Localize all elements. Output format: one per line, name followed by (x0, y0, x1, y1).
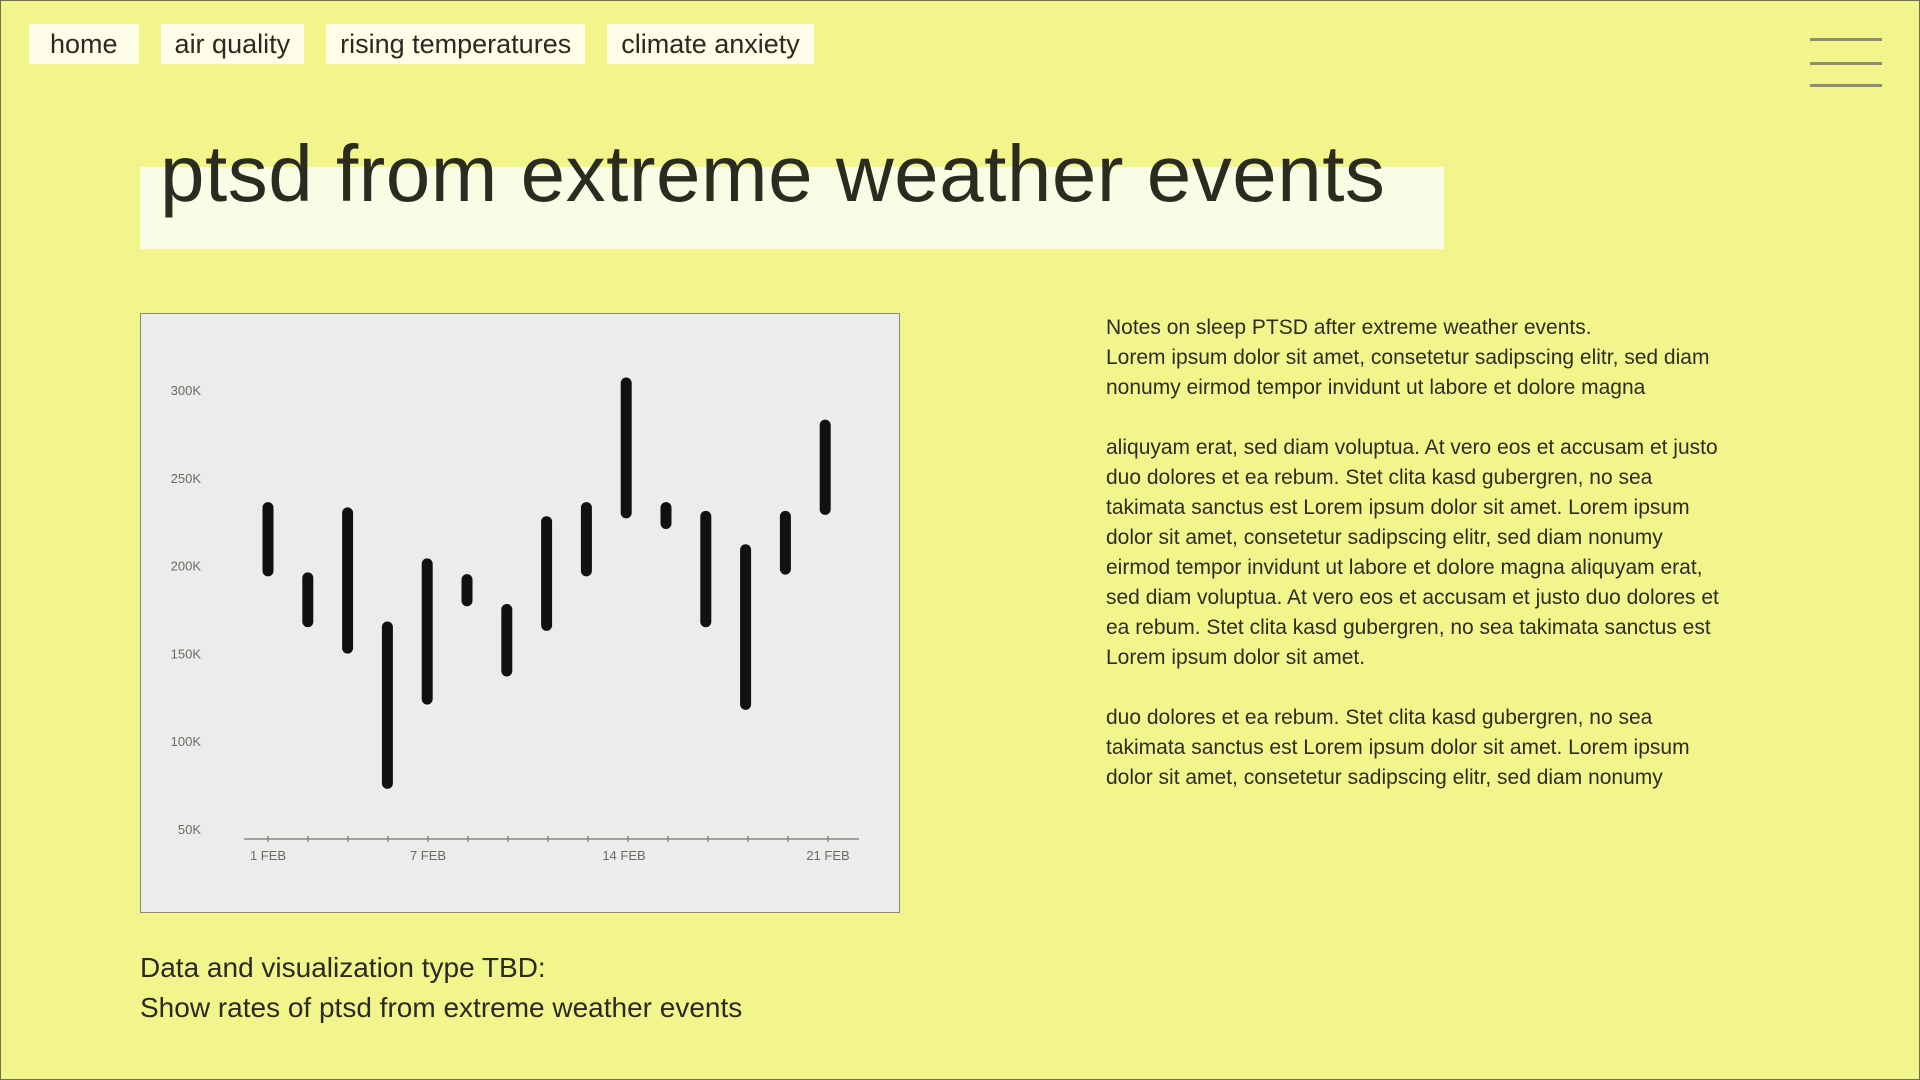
notes-line: takimata sanctus est Lorem ipsum dolor s… (1106, 736, 1690, 759)
notes-line: Lorem ipsum dolor sit amet, consetetur s… (1106, 346, 1710, 369)
nav-rising-temperatures[interactable]: rising temperatures (326, 24, 586, 64)
notes-line: dolor sit amet, consetetur sadipscing el… (1106, 526, 1663, 549)
page-title: ptsd from extreme weather events (160, 129, 1386, 218)
x-tick-label: 14 FEB (602, 848, 645, 863)
chart-caption: Data and visualization type TBD: Show ra… (140, 948, 742, 1028)
caption-line-1: Data and visualization type TBD: (140, 952, 546, 983)
notes-line: nonumy eirmod tempor invidunt ut labore … (1106, 376, 1646, 399)
notes-line: sed diam voluptua. At vero eos et accusa… (1106, 586, 1719, 609)
nav-home[interactable]: home (29, 24, 139, 64)
notes-line: aliquyam erat, sed diam voluptua. At ver… (1106, 436, 1718, 459)
y-tick-label: 100K (171, 734, 202, 749)
chart-panel: 300K 250K 200K 150K 100K 50K 1 FEB 7 FEB 14 FEB 2… (140, 313, 900, 913)
menu-line (1810, 62, 1882, 65)
y-tick-label: 200K (171, 559, 202, 574)
y-tick-label: 300K (171, 383, 202, 398)
range-chart: 300K 250K 200K 150K 100K 50K 1 FEB 7 FEB 14 FEB 2… (171, 377, 859, 863)
notes-line: Notes on sleep PTSD after extreme weathe… (1106, 316, 1592, 339)
menu-line (1810, 84, 1882, 87)
notes-text: Notes on sleep PTSD after extreme weathe… (1106, 313, 1806, 823)
notes-paragraph: duo dolores et ea rebum. Stet clita kasd… (1106, 703, 1806, 793)
menu-line (1810, 38, 1882, 41)
title-highlight (140, 167, 1444, 249)
notes-paragraph: Notes on sleep PTSD after extreme weathe… (1106, 313, 1806, 403)
top-nav: home air quality rising temperatures cli… (29, 24, 814, 64)
notes-paragraph: aliquyam erat, sed diam voluptua. At ver… (1106, 433, 1806, 673)
x-tick-label: 7 FEB (410, 848, 446, 863)
notes-line: takimata sanctus est Lorem ipsum dolor s… (1106, 496, 1690, 519)
hamburger-menu-icon[interactable] (1810, 38, 1882, 90)
y-tick-label: 150K (171, 646, 202, 661)
notes-line: dolor sit amet, consetetur sadipscing el… (1106, 766, 1663, 789)
caption-line-2: Show rates of ptsd from extreme weather … (140, 992, 743, 1023)
x-tick-label: 1 FEB (250, 848, 286, 863)
y-tick-label: 250K (171, 471, 202, 486)
notes-line: ea rebum. Stet clita kasd gubergren, no … (1106, 616, 1711, 639)
nav-air-quality[interactable]: air quality (160, 24, 305, 64)
nav-climate-anxiety[interactable]: climate anxiety (607, 24, 814, 64)
y-tick-label: 50K (178, 822, 201, 837)
x-tick-label: 21 FEB (806, 848, 849, 863)
notes-line: duo dolores et ea rebum. Stet clita kasd… (1106, 706, 1653, 729)
notes-line: duo dolores et ea rebum. Stet clita kasd… (1106, 466, 1653, 489)
notes-line: eirmod tempor invidunt ut labore et dolo… (1106, 556, 1703, 579)
notes-line: Lorem ipsum dolor sit amet. (1106, 646, 1366, 669)
